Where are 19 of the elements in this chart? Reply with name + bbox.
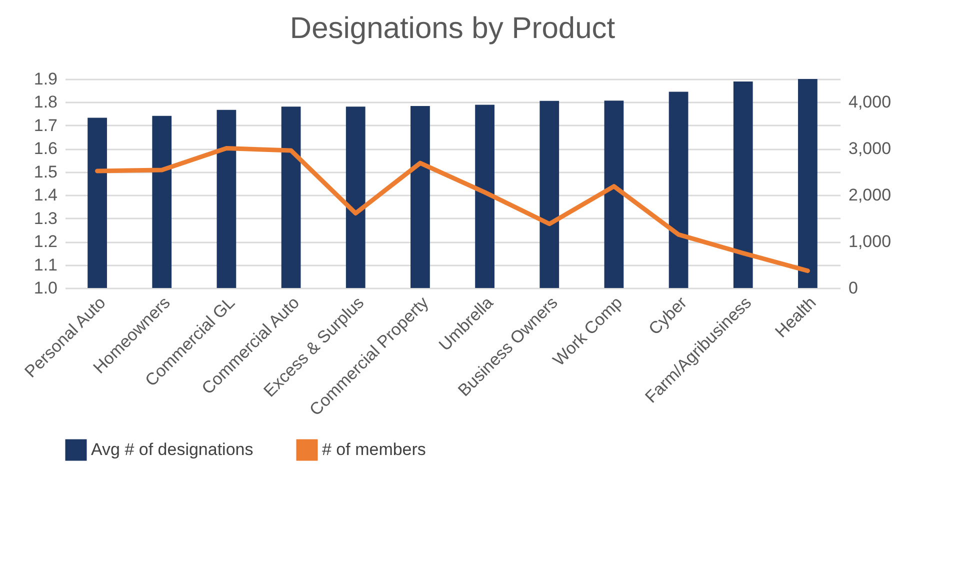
y-tick-label: 1.9: [34, 70, 58, 88]
y-tick-label: 1.0: [34, 278, 58, 298]
y-tick-label: 1.8: [34, 92, 58, 112]
y2-tick-label: 0: [848, 278, 858, 298]
legend-label: Avg # of designations: [91, 440, 254, 459]
y-tick-label: 1.5: [34, 162, 58, 182]
y-tick-label: 1.4: [34, 186, 58, 205]
chart-title: Designations by Product: [290, 12, 616, 45]
line-series: [95, 146, 810, 274]
y2-tick-label: 2,000: [848, 186, 892, 205]
legend-label: # of members: [322, 440, 426, 459]
y-tick-label: 1.3: [34, 208, 58, 228]
y-tick-label: 1.6: [34, 139, 58, 158]
y-tick-label: 1.1: [34, 255, 58, 274]
y-tick-label: 1.2: [34, 232, 58, 252]
y-tick-label: 1.7: [34, 116, 58, 135]
y2-tick-label: 4,000: [848, 92, 892, 112]
y2-tick-label: 3,000: [848, 139, 892, 158]
y2-tick-label: 1,000: [848, 232, 892, 252]
